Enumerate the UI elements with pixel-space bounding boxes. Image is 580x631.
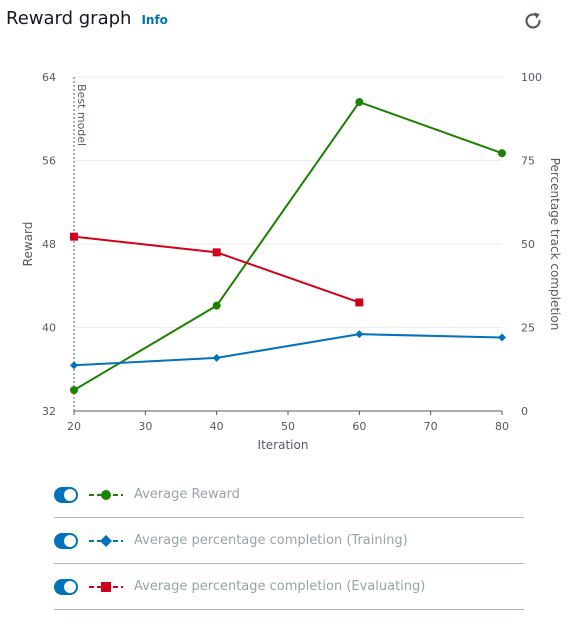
series-toggle[interactable] — [54, 578, 78, 595]
data-point — [70, 361, 78, 370]
y-right-axis-label: Percentage track completion — [548, 158, 562, 331]
data-point — [212, 353, 221, 362]
series-line — [73, 100, 503, 391]
legend-row: Average Reward — [54, 472, 524, 518]
x-tick-label: 80 — [495, 420, 509, 433]
circle-marker-icon — [89, 489, 123, 500]
series-line — [73, 235, 360, 304]
x-tick-label: 70 — [424, 420, 438, 433]
info-link[interactable]: Info — [141, 13, 168, 27]
data-point — [70, 232, 78, 241]
refresh-icon[interactable] — [522, 10, 544, 32]
best-model-label: Best model — [75, 84, 88, 146]
toggle-knob — [64, 580, 76, 593]
legend-label: Average percentage completion (Training) — [134, 533, 408, 548]
y-left-tick-label: 32 — [42, 405, 56, 418]
y-right-tick-label: 100 — [521, 71, 542, 84]
legend-row: Average percentage completion (Evaluatin… — [54, 564, 524, 610]
reward-chart: 32 40 48 56 64 0 25 50 75 100 20 30 40 50 60 70 80 Iterat… — [21, 71, 562, 452]
data-point — [212, 301, 221, 310]
square-marker-icon — [89, 581, 123, 592]
x-tick-label: 60 — [352, 420, 366, 433]
series-toggle[interactable] — [54, 532, 78, 549]
toggle-knob — [64, 534, 76, 547]
y-right-tick-label: 50 — [521, 238, 535, 251]
data-point — [355, 298, 364, 307]
y-right-tick-label: 75 — [521, 155, 535, 168]
y-left-tick-label: 40 — [42, 322, 56, 335]
data-point — [355, 330, 364, 339]
series-toggle[interactable] — [54, 486, 78, 503]
legend-row: Average percentage completion (Training) — [54, 518, 524, 564]
y-left-tick-label: 64 — [42, 71, 56, 84]
data-point — [70, 386, 78, 395]
data-point — [355, 98, 364, 107]
header: Reward graph Info — [6, 8, 168, 36]
data-point — [498, 149, 506, 158]
x-tick-label: 30 — [138, 420, 152, 433]
legend: Average Reward Average percentage complet… — [54, 472, 524, 610]
x-tick-label: 20 — [67, 420, 81, 433]
y-right-tick-label: 25 — [521, 322, 535, 335]
x-tick-label: 40 — [210, 420, 224, 433]
toggle-knob — [64, 488, 76, 501]
legend-label: Average percentage completion (Evaluatin… — [134, 579, 426, 594]
y-left-tick-label: 56 — [42, 155, 56, 168]
series-line — [73, 333, 503, 367]
y-right-tick-label: 0 — [521, 405, 528, 418]
y-left-tick-label: 48 — [42, 238, 56, 251]
diamond-marker-icon — [89, 534, 123, 547]
x-tick-label: 50 — [281, 420, 295, 433]
y-left-axis-label: Reward — [21, 222, 35, 267]
legend-label: Average Reward — [134, 487, 240, 502]
x-axis-label: Iteration — [258, 438, 309, 452]
data-point — [498, 333, 506, 342]
data-point — [212, 248, 221, 257]
page-title: Reward graph — [6, 8, 132, 29]
